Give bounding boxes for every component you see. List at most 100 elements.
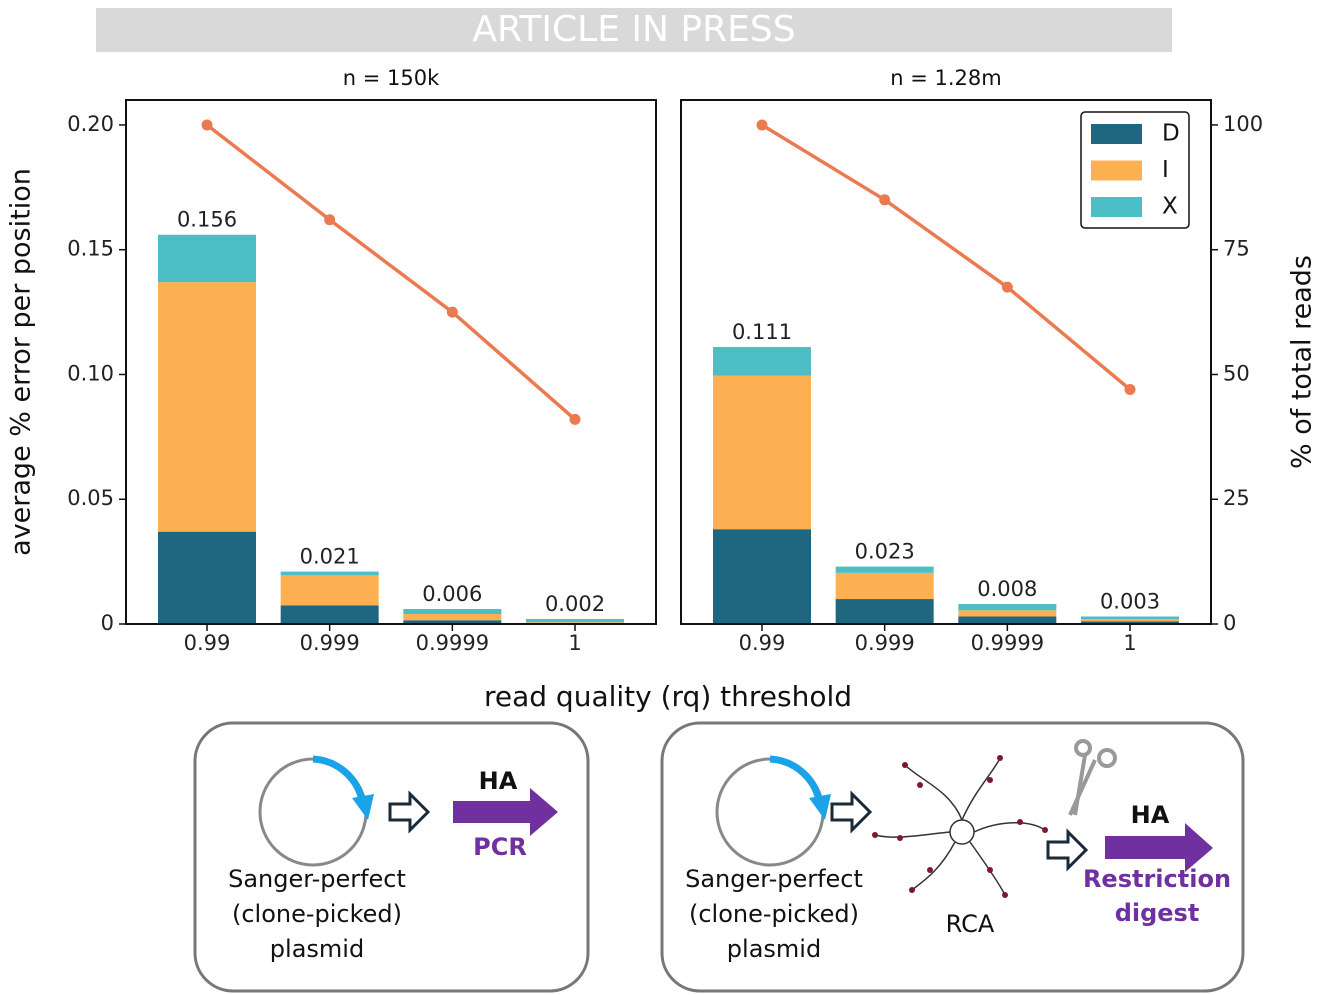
- line-point: [1001, 281, 1013, 293]
- plasmid-label: plasmid: [727, 935, 821, 963]
- step-arrow: [1046, 828, 1089, 872]
- bar-segment: [1081, 619, 1179, 622]
- bar-segment: [835, 599, 934, 624]
- step-arrow: [830, 790, 873, 834]
- plasmid-label: Sanger-perfect: [228, 865, 406, 893]
- step-arrow: [388, 790, 431, 834]
- line: [205, 123, 577, 421]
- panel-frame: [193, 721, 590, 993]
- diagram-panel: HA PCR Sanger-perfect (clone-picked) pla…: [193, 721, 590, 993]
- y2-tick-label: 0: [1223, 611, 1236, 635]
- product-arrow: [1105, 823, 1213, 872]
- y2-tick-label: 100: [1223, 112, 1263, 136]
- legend-label: D: [1162, 121, 1180, 147]
- y2-tick-label: 75: [1223, 237, 1250, 261]
- x-tick-label: 0.999: [855, 631, 915, 655]
- product-label: HA: [479, 767, 518, 795]
- total-label: 0.003: [1100, 590, 1160, 614]
- banner: [96, 8, 1172, 52]
- y-tick-label: 0.15: [67, 237, 114, 261]
- total-label: 0.111: [732, 320, 792, 344]
- y-tick-label: 0.20: [67, 112, 114, 136]
- line: [761, 123, 1132, 391]
- x-tick-label: 0.9999: [971, 631, 1044, 655]
- subtitle: n = 1.28m: [890, 66, 1001, 90]
- line-point: [1124, 383, 1136, 395]
- x-tick-label: 0.999: [300, 631, 360, 655]
- bar-segment: [403, 614, 502, 621]
- line-point: [201, 119, 213, 131]
- bar-segment: [403, 620, 502, 624]
- subtitle: n = 150k: [343, 66, 440, 90]
- legend-label: I: [1162, 157, 1169, 183]
- scissors: [1068, 739, 1117, 816]
- x-tick-label: 0.99: [184, 631, 231, 655]
- line-point: [879, 194, 891, 206]
- bar-segment: [158, 282, 256, 532]
- y2-axis-label: % of total reads: [1287, 255, 1318, 469]
- plasmid-label: plasmid: [270, 935, 364, 963]
- x-axis-label: read quality (rq) threshold: [484, 680, 852, 713]
- bar-segment: [280, 571, 379, 576]
- insert-head: [352, 794, 374, 820]
- intermediate-label: RCA: [946, 910, 995, 938]
- x-tick-label: 1: [568, 631, 581, 655]
- diagram-panel: HA Restriction digest RCA Sanger-perfect…: [660, 721, 1245, 993]
- insert-head: [809, 794, 831, 820]
- insert: [769, 755, 823, 801]
- total-label: 0.021: [300, 545, 360, 569]
- legend-swatch: [1091, 160, 1142, 181]
- bar-segment: [713, 529, 811, 624]
- bar-segment: [403, 609, 502, 615]
- total-label: 0.023: [855, 540, 915, 564]
- insert: [312, 755, 366, 801]
- y2-tick-label: 25: [1223, 486, 1250, 510]
- y-tick-label: 0.05: [67, 486, 114, 510]
- rca-product: [872, 755, 1048, 898]
- bar-segment: [958, 610, 1057, 617]
- bar-segment: [713, 375, 811, 530]
- bar-segment: [280, 605, 379, 624]
- product-arrow: [453, 788, 558, 836]
- bar-segment: [713, 347, 811, 376]
- bar-segment: [280, 575, 379, 606]
- bar-segment: [526, 622, 624, 624]
- line-point: [756, 119, 768, 131]
- legend-swatch: [1091, 124, 1142, 144]
- plasmid-label: Sanger-perfect: [685, 865, 863, 893]
- bar-segment: [1081, 621, 1179, 624]
- bar-segment: [158, 531, 256, 624]
- y-tick-label: 0.10: [67, 361, 114, 385]
- bar-segment: [958, 616, 1057, 624]
- legend-swatch: [1091, 197, 1142, 217]
- x-tick-label: 1: [1123, 631, 1136, 655]
- line-point: [324, 214, 336, 226]
- bar-segment: [158, 234, 256, 283]
- total-label: 0.156: [177, 208, 237, 232]
- total-label: 0.002: [545, 592, 605, 616]
- method-label: digest: [1115, 899, 1200, 927]
- bar-segment: [835, 572, 934, 600]
- y2-tick-label: 50: [1223, 361, 1250, 385]
- x-tick-label: 0.9999: [416, 631, 489, 655]
- bar-segment: [958, 604, 1057, 611]
- line-point: [569, 413, 581, 425]
- bar-segment: [526, 619, 624, 623]
- bar-segment: [835, 566, 934, 573]
- y-tick-label: 0: [101, 611, 114, 635]
- panel-frame: [660, 721, 1245, 993]
- line-point: [446, 306, 458, 318]
- total-label: 0.006: [422, 582, 482, 606]
- legend-label: X: [1162, 194, 1178, 220]
- total-label: 0.008: [977, 577, 1037, 601]
- y-axis-label: average % error per position: [6, 168, 37, 556]
- method-label: Restriction: [1083, 865, 1231, 893]
- banner-text: ARTICLE IN PRESS: [472, 9, 795, 50]
- x-tick-label: 0.99: [739, 631, 786, 655]
- plasmid-label: (clone-picked): [689, 900, 859, 928]
- plasmid-label: (clone-picked): [232, 900, 402, 928]
- product-label: HA: [1131, 801, 1170, 829]
- method-label: PCR: [473, 833, 527, 861]
- bar-segment: [1081, 616, 1179, 620]
